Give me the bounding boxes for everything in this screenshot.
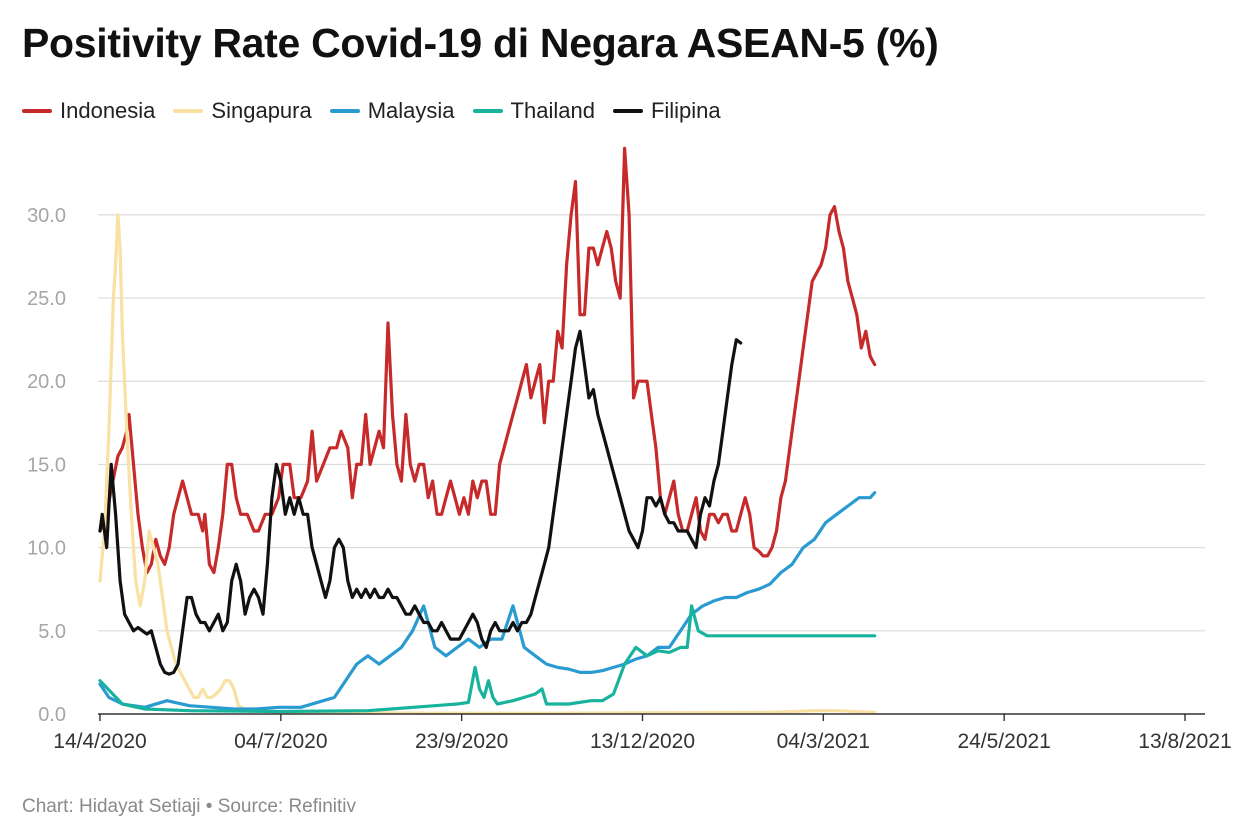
legend-swatch (612, 109, 643, 113)
x-tick-label: 04/7/2020 (234, 730, 327, 753)
chart-title: Positivity Rate Covid-19 di Negara ASEAN… (22, 20, 939, 66)
legend-item-filipina: Filipina (612, 98, 721, 124)
y-tick-label: 20.0 (27, 371, 66, 393)
legend-item-indonesia: Indonesia (22, 98, 155, 124)
footer-separator: • (205, 796, 213, 817)
legend-item-singapura: Singapura (173, 98, 312, 124)
legend-label: Singapura (211, 98, 312, 123)
y-tick-label: 15.0 (27, 454, 66, 476)
legend-swatch (472, 109, 503, 113)
x-tick-label: 23/9/2020 (415, 730, 508, 753)
x-tick-label: 24/5/2021 (957, 730, 1050, 753)
chart-credit: Chart: Hidayat Setiaji (22, 796, 201, 817)
legend-label: Filipina (650, 98, 721, 123)
x-tick-label: 04/3/2021 (777, 730, 870, 753)
legend-item-malaysia: Malaysia (329, 98, 455, 124)
y-tick-label: 0.0 (38, 704, 66, 726)
source-credit: Source: Refinitiv (217, 796, 357, 817)
series-line-malaysia (98, 491, 877, 711)
legend: Indonesia Singapura Malaysia Thailand Filipi… (22, 98, 739, 124)
legend-label: Thailand (510, 98, 595, 123)
x-tick-label: 14/4/2020 (53, 730, 146, 753)
legend-swatch (329, 109, 360, 113)
series-line-indonesia (98, 146, 877, 575)
y-tick-label: 25.0 (27, 288, 66, 310)
x-tick-label: 13/12/2020 (590, 730, 695, 753)
chart-footer: Chart: Hidayat Setiaji • Source: Refinit… (22, 796, 356, 818)
legend-label: Malaysia (367, 98, 455, 123)
legend-swatch (173, 109, 204, 113)
series-line-thailand (98, 604, 877, 714)
y-tick-label: 10.0 (27, 538, 66, 560)
x-tick-label: 13/8/2021 (1138, 730, 1231, 753)
legend-swatch (22, 109, 52, 113)
legend-label: Indonesia (60, 98, 156, 123)
line-chart: 0.0 5.0 10.0 15.0 20.0 25.0 30.0 14/4/2020 04/7/… (27, 146, 1232, 753)
y-tick-label: 30.0 (27, 205, 66, 227)
series-line-filipina (98, 329, 743, 676)
y-tick-label: 5.0 (38, 621, 66, 643)
legend-item-thailand: Thailand (472, 98, 595, 124)
